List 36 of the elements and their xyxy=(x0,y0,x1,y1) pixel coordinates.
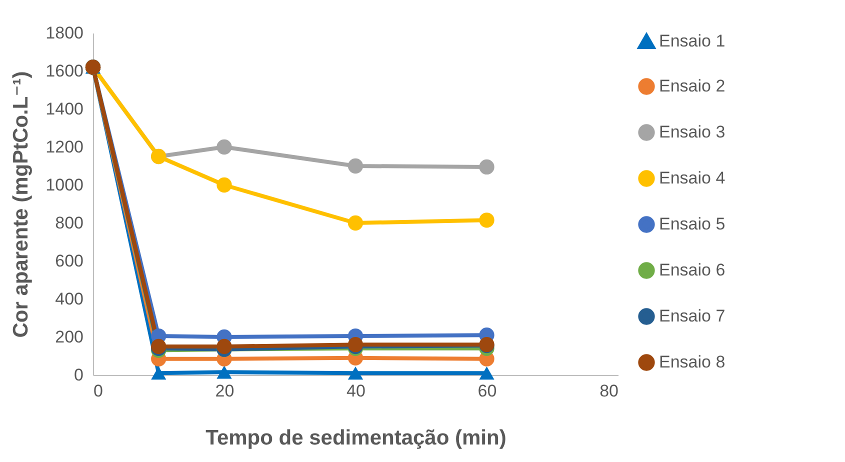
x-tick-label: 40 xyxy=(346,382,366,400)
legend-label: Ensaio 8 xyxy=(659,352,726,372)
legend-label: Ensaio 7 xyxy=(659,306,726,326)
point xyxy=(216,338,232,354)
legend-label: Ensaio 3 xyxy=(659,122,726,142)
y-tick-label: 1800 xyxy=(46,24,84,42)
x-tick-label: 80 xyxy=(600,382,618,400)
point xyxy=(216,139,232,155)
legend-label: Ensaio 2 xyxy=(659,76,726,96)
y-tick-label: 1600 xyxy=(46,62,84,80)
point xyxy=(151,366,166,380)
point xyxy=(479,212,494,228)
y-tick-label: 1200 xyxy=(46,138,84,156)
point xyxy=(348,366,364,380)
point xyxy=(348,158,364,174)
y-tick-label: 1000 xyxy=(46,176,84,194)
y-tick-label: 400 xyxy=(55,290,84,308)
y-axis-title: Cor aparente (mgPtCo.L⁻¹) xyxy=(10,71,33,338)
x-tick-label: 60 xyxy=(478,382,497,400)
x-tick-label: 0 xyxy=(94,382,103,400)
y-tick-label: 800 xyxy=(55,214,84,232)
y-tick-label: 0 xyxy=(74,366,84,384)
x-axis-title: Tempo de sedimentação (min) xyxy=(206,426,506,450)
y-tick-label: 200 xyxy=(55,328,84,346)
point xyxy=(479,159,494,175)
legend-label: Ensaio 6 xyxy=(659,260,726,280)
point xyxy=(216,177,232,193)
legend-label: Ensaio 5 xyxy=(659,214,726,234)
point xyxy=(479,366,494,380)
point xyxy=(216,366,232,379)
point xyxy=(348,215,364,231)
y-tick-label: 600 xyxy=(55,252,84,270)
legend-label: Ensaio 1 xyxy=(659,32,726,50)
x-tick-label: 20 xyxy=(215,382,234,400)
y-tick-label: 1400 xyxy=(46,100,84,118)
legend-label: Ensaio 4 xyxy=(659,168,726,188)
